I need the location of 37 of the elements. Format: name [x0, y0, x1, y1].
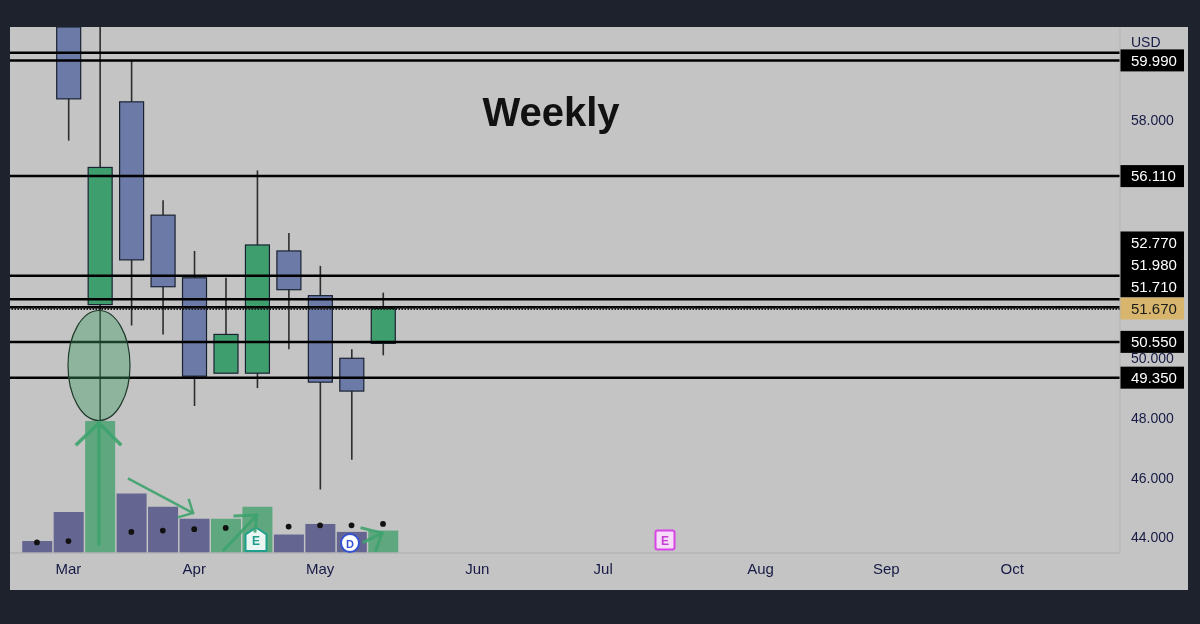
point: [34, 539, 40, 546]
point: [317, 522, 323, 529]
annotation: E: [660, 534, 670, 549]
ref-line-label: 49.350: [1131, 369, 1177, 387]
y-tick-label: 46.000: [1131, 469, 1175, 486]
x-tick-label: Jun: [465, 559, 490, 577]
x-tick-label: Aug: [747, 559, 774, 577]
ref-line-label: 56.110: [1131, 167, 1176, 185]
x-tick-label: Apr: [182, 559, 206, 577]
ref-line-label: 51.710: [1131, 277, 1177, 295]
y-tick-label: 50.000: [1131, 350, 1175, 367]
ref-line-label: 51.670: [1131, 299, 1177, 317]
y-tick-label: 48.000: [1131, 409, 1175, 426]
x-tick-label: Sep: [872, 559, 900, 577]
x-tick-label: Jul: [593, 559, 613, 577]
point: [191, 526, 198, 533]
ref-line-label: 52.770: [1131, 233, 1177, 251]
y-tick-label: 58.000: [1131, 111, 1175, 128]
point: [348, 522, 355, 529]
ref-line-label: 51.980: [1131, 255, 1177, 273]
point: [65, 538, 72, 544]
x-tick-label: Mar: [55, 559, 82, 577]
point: [222, 525, 229, 531]
x-tick-label: May: [305, 559, 335, 577]
point: [285, 523, 292, 530]
text: Weekly: [481, 89, 621, 136]
ref-line-label: 59.990: [1131, 51, 1177, 69]
annotation: E: [251, 534, 261, 549]
point: [380, 521, 386, 527]
annotation: D: [346, 537, 355, 550]
bar: [53, 512, 84, 553]
y-axis-title: USD: [1131, 34, 1161, 51]
point: [159, 527, 166, 534]
x-tick-label: Oct: [1000, 559, 1025, 577]
ref-line-label: 50.550: [1131, 333, 1177, 351]
y-tick-label: 44.000: [1131, 529, 1175, 546]
point: [128, 529, 135, 535]
